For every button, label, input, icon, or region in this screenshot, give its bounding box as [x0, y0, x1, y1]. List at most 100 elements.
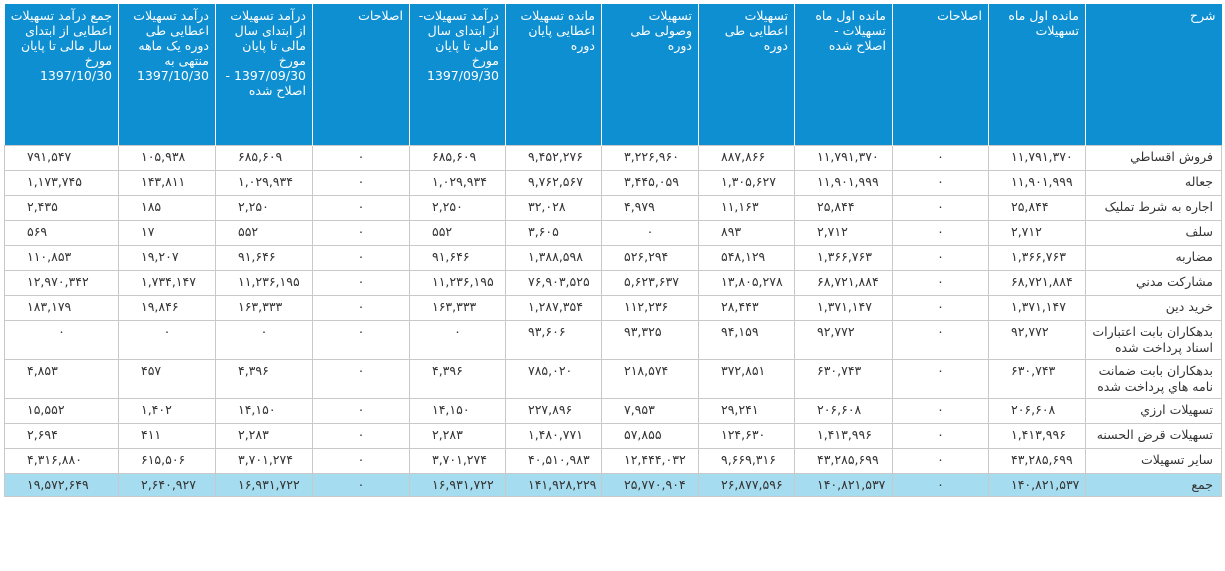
- cell-monthly-income: ۱۷: [118, 220, 216, 246]
- cell-description: تسهيلات قرض الحسنه: [1085, 423, 1222, 449]
- cell-opening-balance: ۶۸,۷۲۱,۸۸۴: [988, 270, 1086, 296]
- total-row: جمع ۱۴۰,۸۲۱,۵۳۷ ۰ ۱۴۰,۸۲۱,۵۳۷ ۲۶,۸۷۷,۵۹۶ ۲۵,۷…: [4, 473, 1222, 497]
- cell-income-to-0930: ۳,۷۰۱,۲۷۴: [409, 448, 506, 474]
- cell-total-income: ۰: [4, 320, 119, 360]
- header-income-adjusted: درآمد تسهیلات از ابتدای سال مالی تا پایا…: [215, 4, 313, 146]
- table-row: بدهکاران بابت اعتبارات اسناد پرداخت شده ۹…: [4, 320, 1222, 360]
- cell-opening-balance: ۹۲,۷۷۲: [988, 320, 1086, 360]
- cell-total-income: ۱۵,۵۵۲: [4, 398, 119, 424]
- cell-income-adjustments: ۰: [312, 270, 410, 296]
- cell-description: فروش اقساطي: [1085, 145, 1222, 171]
- table-row: مضاربه ۱,۳۶۶,۷۶۳ ۰ ۱,۳۶۶,۷۶۳ ۵۴۸,۱۲۹ ۵۲۶,۲۹۴ ۱…: [4, 245, 1222, 271]
- cell-income-adjustments: ۰: [312, 295, 410, 321]
- cell-opening-balance-adjusted: ۲۵,۸۴۴: [794, 195, 893, 221]
- cell-income-adjustments: ۰: [312, 170, 410, 196]
- cell-closing-balance: ۷۶,۹۰۳,۵۲۵: [505, 270, 602, 296]
- cell-income-to-0930: ۱۶۳,۳۳۳: [409, 295, 506, 321]
- cell-opening-balance-adjusted: ۱۱,۹۰۱,۹۹۹: [794, 170, 893, 196]
- cell-granted: ۳۷۲,۸۵۱: [698, 359, 795, 399]
- cell-opening-balance: ۴۳,۲۸۵,۶۹۹: [988, 448, 1086, 474]
- table-row: تسهيلات قرض الحسنه ۱,۴۱۳,۹۹۶ ۰ ۱,۴۱۳,۹۹۶ ۱۲۴…: [4, 423, 1222, 449]
- cell-granted: ۲۹,۲۴۱: [698, 398, 795, 424]
- cell-income-adjustments: ۰: [312, 398, 410, 424]
- cell-monthly-income: ۰: [118, 320, 216, 360]
- cell-income-adjusted: ۱۴,۱۵۰: [215, 398, 313, 424]
- table-row: مشارکت مدني ۶۸,۷۲۱,۸۸۴ ۰ ۶۸,۷۲۱,۸۸۴ ۱۳,۸۰۵,۲…: [4, 270, 1222, 296]
- cell-income-adjustments: ۰: [312, 220, 410, 246]
- table-row: جعاله ۱۱,۹۰۱,۹۹۹ ۰ ۱۱,۹۰۱,۹۹۹ ۱,۳۰۵,۶۲۷ ۳,۴۴۵…: [4, 170, 1222, 196]
- cell-income-adjustments: ۰: [312, 448, 410, 474]
- cell-collected: ۳,۴۴۵,۰۵۹: [601, 170, 699, 196]
- cell-income-adjusted: ۲,۲۵۰: [215, 195, 313, 221]
- cell-collected: ۹۳,۳۲۵: [601, 320, 699, 360]
- cell-total-income: ۱۲,۹۷۰,۳۴۲: [4, 270, 119, 296]
- cell-collected: ۵۲۶,۲۹۴: [601, 245, 699, 271]
- cell-collected: ۳,۲۲۶,۹۶۰: [601, 145, 699, 171]
- table-row: خريد دين ۱,۳۷۱,۱۴۷ ۰ ۱,۳۷۱,۱۴۷ ۲۸,۴۴۳ ۱۱۲,۲۳۶…: [4, 295, 1222, 321]
- cell-collected: ۱۱۲,۲۳۶: [601, 295, 699, 321]
- cell-closing-balance: ۴۰,۵۱۰,۹۸۳: [505, 448, 602, 474]
- cell-total-income: ۱,۱۷۳,۷۴۵: [4, 170, 119, 196]
- header-monthly-income: درآمد تسهیلات اعطایی طی دوره یک ماهه منت…: [118, 4, 216, 146]
- cell-description: جعاله: [1085, 170, 1222, 196]
- cell-collected: ۴,۹۷۹: [601, 195, 699, 221]
- cell-opening-balance: ۱,۴۱۳,۹۹۶: [988, 423, 1086, 449]
- cell-adjustments: ۰: [892, 145, 989, 171]
- cell-income-adjustments: ۰: [312, 145, 410, 171]
- cell-opening-balance-adjusted: ۶۸,۷۲۱,۸۸۴: [794, 270, 893, 296]
- header-opening-balance-adjusted: مانده اول ماه تسهیلات - اصلاح شده: [794, 4, 893, 146]
- cell-opening-balance: ۶۳۰,۷۴۳: [988, 359, 1086, 399]
- cell-granted: ۲۶,۸۷۷,۵۹۶: [698, 473, 795, 497]
- header-total-income: جمع درآمد تسهیلات اعطایی از ابتدای سال م…: [4, 4, 119, 146]
- cell-closing-balance: ۳,۶۰۵: [505, 220, 602, 246]
- cell-income-to-0930: ۴,۳۹۶: [409, 359, 506, 399]
- cell-income-to-0930: ۲,۲۵۰: [409, 195, 506, 221]
- cell-description: بدهکاران بابت ضمانت نامه هاي پرداخت شده: [1085, 359, 1222, 399]
- cell-collected: ۷,۹۵۳: [601, 398, 699, 424]
- cell-monthly-income: ۴۱۱: [118, 423, 216, 449]
- cell-income-adjusted: ۲,۲۸۳: [215, 423, 313, 449]
- cell-adjustments: ۰: [892, 245, 989, 271]
- cell-income-adjustments: ۰: [312, 320, 410, 360]
- cell-income-adjusted: ۵۵۲: [215, 220, 313, 246]
- cell-monthly-income: ۱۴۳,۸۱۱: [118, 170, 216, 196]
- cell-adjustments: ۰: [892, 170, 989, 196]
- cell-income-adjusted: ۰: [215, 320, 313, 360]
- cell-opening-balance-adjusted: ۱,۴۱۳,۹۹۶: [794, 423, 893, 449]
- cell-monthly-income: ۱۰۵,۹۳۸: [118, 145, 216, 171]
- cell-adjustments: ۰: [892, 220, 989, 246]
- cell-income-adjusted: ۶۸۵,۶۰۹: [215, 145, 313, 171]
- cell-closing-balance: ۹۳,۶۰۶: [505, 320, 602, 360]
- cell-income-adjustments: ۰: [312, 423, 410, 449]
- cell-opening-balance: ۱۱,۷۹۱,۳۷۰: [988, 145, 1086, 171]
- cell-income-to-0930: ۱,۰۲۹,۹۳۴: [409, 170, 506, 196]
- table-row: بدهکاران بابت ضمانت نامه هاي پرداخت شده ۶…: [4, 359, 1222, 399]
- header-opening-balance: مانده اول ماه تسهیلات: [988, 4, 1086, 146]
- cell-adjustments: ۰: [892, 473, 989, 497]
- header-granted: تسهیلات اعطایی طی دوره: [698, 4, 795, 146]
- cell-total-income: ۷۹۱,۵۴۷: [4, 145, 119, 171]
- cell-opening-balance: ۲,۷۱۲: [988, 220, 1086, 246]
- cell-collected: ۲۵,۷۷۰,۹۰۴: [601, 473, 699, 497]
- cell-description: اجاره به شرط تمليک: [1085, 195, 1222, 221]
- cell-monthly-income: ۱۹,۸۴۶: [118, 295, 216, 321]
- cell-opening-balance: ۱۴۰,۸۲۱,۵۳۷: [988, 473, 1086, 497]
- cell-description: بدهکاران بابت اعتبارات اسناد پرداخت شده: [1085, 320, 1222, 360]
- cell-total-income: ۲,۶۹۴: [4, 423, 119, 449]
- cell-adjustments: ۰: [892, 448, 989, 474]
- cell-income-adjusted: ۱۶۳,۳۳۳: [215, 295, 313, 321]
- header-row: شرح مانده اول ماه تسهیلات اصلاحات مانده …: [4, 4, 1222, 146]
- cell-granted: ۱۲۴,۶۳۰: [698, 423, 795, 449]
- cell-opening-balance: ۱,۳۷۱,۱۴۷: [988, 295, 1086, 321]
- cell-income-adjusted: ۳,۷۰۱,۲۷۴: [215, 448, 313, 474]
- cell-total-income: ۱۸۳,۱۷۹: [4, 295, 119, 321]
- cell-description: سلف: [1085, 220, 1222, 246]
- cell-closing-balance: ۱,۴۸۰,۷۷۱: [505, 423, 602, 449]
- header-adjustments: اصلاحات: [892, 4, 989, 146]
- cell-income-to-0930: ۹۱,۶۴۶: [409, 245, 506, 271]
- cell-monthly-income: ۲,۶۴۰,۹۲۷: [118, 473, 216, 497]
- cell-closing-balance: ۱,۲۸۷,۳۵۴: [505, 295, 602, 321]
- cell-total-income: ۵۶۹: [4, 220, 119, 246]
- table-row: ساير تسهيلات ۴۳,۲۸۵,۶۹۹ ۰ ۴۳,۲۸۵,۶۹۹ ۹,۶۶۹,۳…: [4, 448, 1222, 474]
- cell-closing-balance: ۳۲,۰۲۸: [505, 195, 602, 221]
